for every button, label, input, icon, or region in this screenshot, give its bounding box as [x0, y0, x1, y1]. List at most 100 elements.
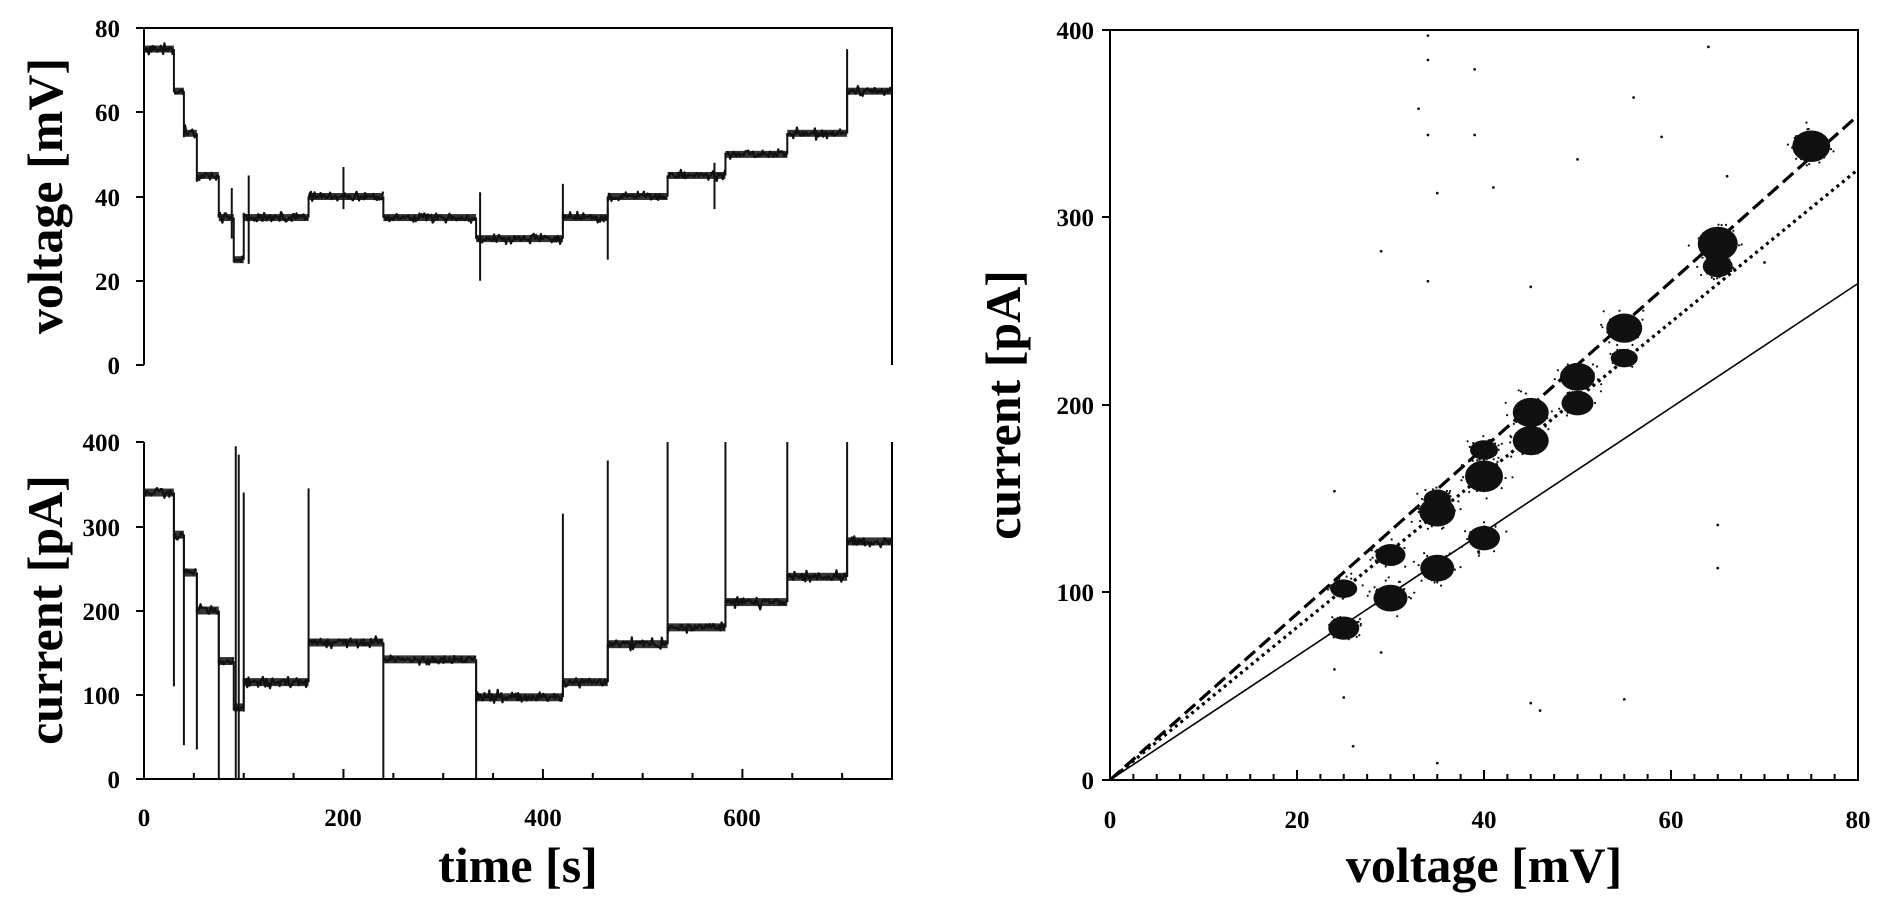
- iv-cluster-speck: [1628, 328, 1631, 331]
- iv-cluster-speck: [1582, 402, 1585, 405]
- iv-cluster-speck: [1483, 525, 1486, 528]
- iv-cluster-speck: [1538, 408, 1541, 411]
- iv-cluster-speck: [1641, 318, 1644, 321]
- voltage-noise-band-12: [667, 171, 726, 179]
- iv-cluster-speck: [1388, 589, 1391, 593]
- iv-cluster-speck: [1494, 446, 1497, 449]
- iv-cluster-speck: [1445, 571, 1449, 574]
- iv-cluster-speck: [1566, 363, 1569, 366]
- iv-cluster-speck: [1531, 443, 1534, 446]
- iv-cluster-speck: [1401, 595, 1404, 598]
- iv-cluster-speck: [1523, 398, 1526, 401]
- iv-cluster-speck: [1436, 556, 1439, 559]
- iv-cluster-speck: [1487, 533, 1490, 536]
- iv-stray-point-25: [1716, 523, 1720, 527]
- iv-cluster-speck: [1520, 433, 1523, 436]
- iv-cluster-speck: [1471, 459, 1474, 462]
- iv-cluster-speck: [1578, 393, 1582, 396]
- iv-cluster-speck: [1426, 527, 1429, 530]
- iv-cluster-speck: [1568, 397, 1571, 400]
- iv-cluster-speck: [1485, 463, 1488, 466]
- iv-cluster-speck: [1728, 251, 1731, 254]
- iv-cluster-speck: [1588, 368, 1591, 371]
- iv-cluster-speck: [1806, 128, 1809, 131]
- iv-cluster-speck: [1710, 259, 1713, 263]
- voltage-step-2: [182, 124, 197, 139]
- iv-cluster-speck: [1631, 343, 1634, 347]
- iv-cluster-speck: [1480, 537, 1483, 540]
- iv-cluster-speck: [1337, 623, 1340, 626]
- iv-cluster-speck: [1475, 451, 1478, 454]
- iv-cluster-speck: [1716, 239, 1719, 242]
- iv-cluster-speck: [1496, 475, 1499, 478]
- iv-cluster-speck: [1435, 510, 1438, 513]
- iv-cluster-speck: [1533, 434, 1536, 437]
- iv-cluster-speck: [1556, 369, 1559, 372]
- iv-cluster-speck: [1720, 238, 1723, 241]
- iv-cluster-speck: [1564, 409, 1567, 412]
- iv-cluster-speck: [1496, 539, 1499, 542]
- iv-cluster-speck: [1409, 597, 1413, 600]
- iv-cluster-speck: [1385, 558, 1388, 561]
- iv-cluster-speck: [1391, 604, 1394, 607]
- iv-cluster-speck: [1437, 579, 1440, 582]
- iv-cluster-speck: [1424, 488, 1427, 492]
- iv-cluster-speck: [1342, 587, 1345, 590]
- current-trace-group: [142, 442, 893, 779]
- iv-cluster-speck: [1384, 602, 1387, 605]
- iv-cluster-speck: [1625, 353, 1628, 356]
- iv-cluster-speck: [1489, 538, 1492, 541]
- iv-cluster-speck: [1568, 399, 1571, 402]
- iv-plot-frame: [1109, 29, 1859, 781]
- iv-cluster-speck: [1617, 329, 1620, 332]
- iv-cluster-speck: [1529, 405, 1533, 408]
- iv-cluster-speck: [1392, 588, 1395, 591]
- iv-cluster-speck: [1384, 561, 1387, 564]
- iv-cluster-speck: [1421, 511, 1424, 515]
- iv-cluster-speck: [1815, 146, 1818, 149]
- current-ytick-label-100: 100: [83, 683, 121, 710]
- iv-cluster-speck: [1810, 132, 1813, 135]
- iv-cluster-speck: [1358, 634, 1361, 637]
- iv-cluster-speck: [1435, 486, 1438, 489]
- iv-cluster-speck: [1338, 635, 1341, 638]
- iv-cluster-speck: [1380, 589, 1383, 592]
- iv-cluster-speck: [1438, 563, 1441, 566]
- iv-stray-point-10: [1576, 157, 1579, 161]
- iv-cluster-speck: [1410, 520, 1413, 524]
- iv-cluster-speck: [1446, 513, 1449, 517]
- iv-cluster-speck: [1462, 476, 1465, 479]
- iv-cluster-speck: [1600, 323, 1603, 326]
- iv-cluster-speck: [1476, 481, 1479, 485]
- iv-cluster-speck: [1732, 266, 1735, 269]
- iv-cluster-speck: [1472, 441, 1475, 445]
- iv-cluster-speck: [1347, 591, 1350, 594]
- iv-cluster-speck: [1350, 583, 1354, 586]
- iv-cluster-speck: [1566, 411, 1569, 414]
- iv-cluster-speck: [1524, 392, 1527, 395]
- iv-cluster-speck: [1608, 341, 1611, 344]
- iv-cluster-speck: [1521, 403, 1524, 406]
- iv-cluster-speck: [1809, 144, 1812, 147]
- iv-cluster-speck: [1350, 577, 1353, 580]
- iv-cluster-speck: [1497, 448, 1500, 451]
- iv-cluster-speck: [1387, 576, 1390, 579]
- iv-cluster-speck: [1593, 401, 1597, 405]
- iv-cluster-speck: [1429, 507, 1432, 510]
- iv-ytick-label-100: 100: [1057, 580, 1095, 607]
- iv-cluster-speck: [1818, 135, 1821, 138]
- iv-cluster-speck: [1485, 450, 1488, 453]
- iv-cluster-speck: [1615, 363, 1618, 366]
- voltage-trace-group: [142, 42, 893, 281]
- iv-cluster-speck: [1800, 142, 1803, 145]
- iv-cluster-speck: [1466, 440, 1469, 443]
- voltage-step-10: [561, 210, 608, 224]
- iv-cluster-speck: [1714, 268, 1717, 272]
- iv-cluster-speck: [1715, 271, 1719, 274]
- iv-cluster-speck: [1701, 256, 1704, 259]
- iv-cluster-speck: [1719, 233, 1723, 236]
- iv-cluster-speck: [1418, 508, 1422, 511]
- iv-cluster-speck: [1392, 592, 1395, 595]
- voltage-time-plot: 0 20 40 60 80 voltage [mV]: [17, 16, 893, 380]
- iv-cluster-speck: [1434, 508, 1437, 511]
